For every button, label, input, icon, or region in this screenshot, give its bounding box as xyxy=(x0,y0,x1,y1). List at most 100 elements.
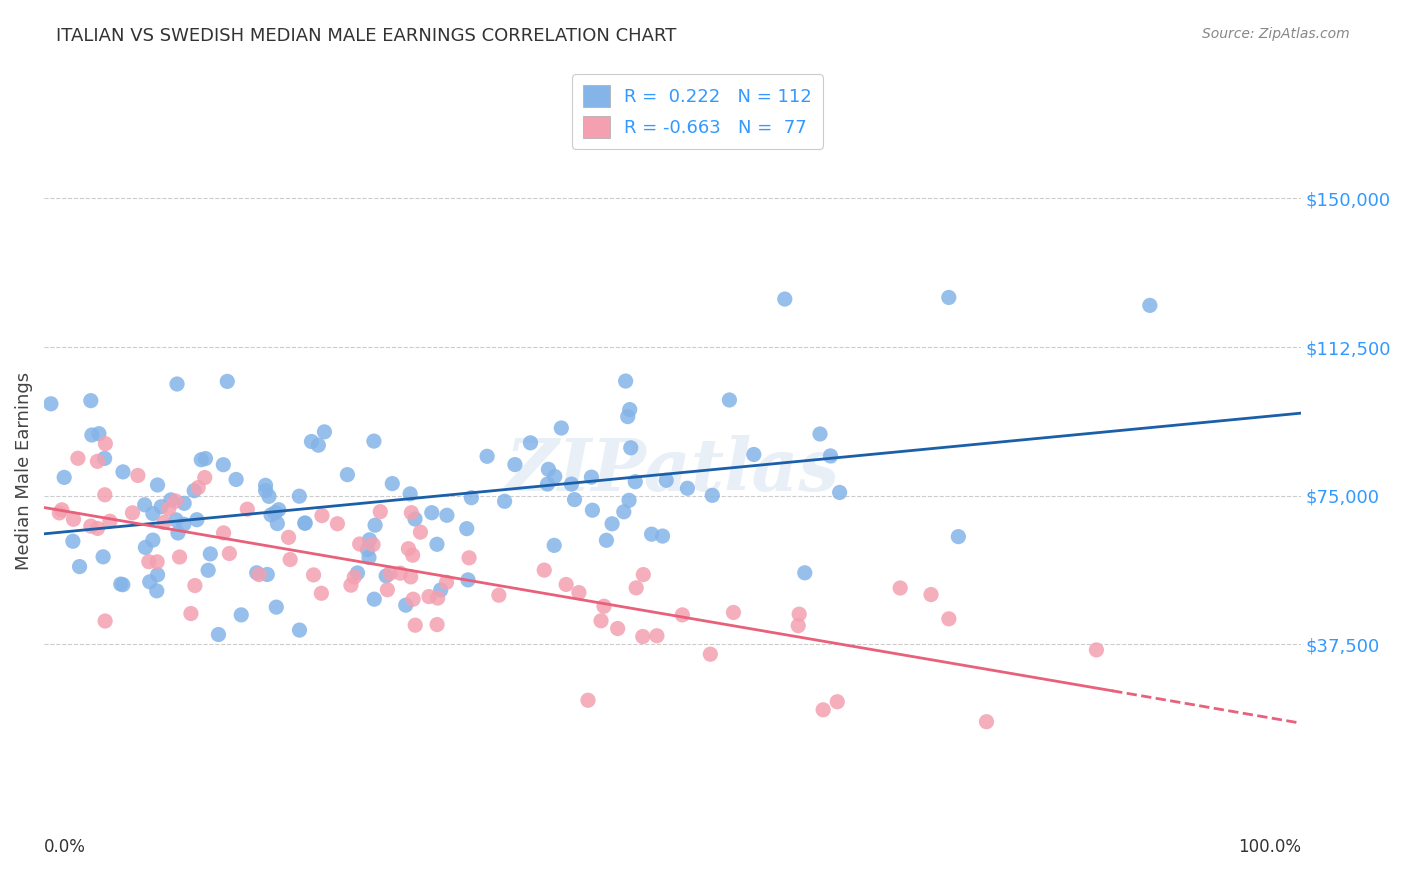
Text: ITALIAN VS SWEDISH MEDIAN MALE EARNINGS CORRELATION CHART: ITALIAN VS SWEDISH MEDIAN MALE EARNINGS … xyxy=(56,27,676,45)
Point xyxy=(200,547,222,561)
Point xyxy=(938,612,960,626)
Point xyxy=(399,570,422,584)
Point xyxy=(80,428,103,442)
Point xyxy=(619,402,641,417)
Point xyxy=(948,530,970,544)
Point xyxy=(134,498,156,512)
Point xyxy=(231,607,253,622)
Point xyxy=(402,592,425,607)
Point xyxy=(146,583,169,598)
Point xyxy=(363,592,385,607)
Point xyxy=(593,599,616,614)
Point xyxy=(699,647,721,661)
Point xyxy=(537,462,560,476)
Point xyxy=(426,591,449,605)
Point xyxy=(536,477,558,491)
Point xyxy=(86,521,108,535)
Point xyxy=(153,516,176,530)
Point xyxy=(190,452,212,467)
Point xyxy=(426,537,449,551)
Point xyxy=(53,470,76,484)
Point xyxy=(564,492,586,507)
Point xyxy=(111,577,134,591)
Legend: R =  0.222   N = 112, R = -0.663   N =  77: R = 0.222 N = 112, R = -0.663 N = 77 xyxy=(572,74,823,149)
Point xyxy=(94,436,117,450)
Point xyxy=(183,483,205,498)
Point xyxy=(94,488,117,502)
Point xyxy=(150,500,173,514)
Point xyxy=(314,425,336,439)
Point xyxy=(811,703,834,717)
Point xyxy=(920,588,942,602)
Point xyxy=(257,489,280,503)
Point xyxy=(589,614,612,628)
Point xyxy=(207,627,229,641)
Point xyxy=(606,622,628,636)
Point xyxy=(889,581,911,595)
Point xyxy=(613,505,636,519)
Point xyxy=(595,533,617,548)
Point xyxy=(436,508,458,523)
Point xyxy=(69,559,91,574)
Point xyxy=(186,513,208,527)
Point xyxy=(110,577,132,591)
Point xyxy=(311,508,333,523)
Point xyxy=(165,513,187,527)
Point xyxy=(409,525,432,540)
Point xyxy=(311,586,333,600)
Point xyxy=(488,588,510,602)
Point xyxy=(340,578,363,592)
Point xyxy=(519,435,541,450)
Point xyxy=(808,427,831,442)
Point xyxy=(301,434,323,449)
Point xyxy=(976,714,998,729)
Point xyxy=(217,375,239,389)
Point xyxy=(294,516,316,531)
Point xyxy=(401,506,423,520)
Point xyxy=(267,502,290,516)
Point xyxy=(742,448,765,462)
Point xyxy=(377,582,399,597)
Point xyxy=(617,493,640,508)
Point xyxy=(173,496,195,510)
Point xyxy=(938,290,960,304)
Text: 0.0%: 0.0% xyxy=(44,838,86,856)
Point xyxy=(212,525,235,540)
Point xyxy=(94,614,117,628)
Point xyxy=(581,503,603,517)
Point xyxy=(264,506,287,520)
Point xyxy=(197,563,219,577)
Point xyxy=(614,374,637,388)
Point xyxy=(165,494,187,508)
Point xyxy=(436,575,458,590)
Point xyxy=(702,488,724,502)
Point xyxy=(266,516,288,531)
Point xyxy=(378,566,401,581)
Point xyxy=(277,530,299,544)
Point xyxy=(160,492,183,507)
Point xyxy=(278,552,301,566)
Point xyxy=(91,549,114,564)
Point xyxy=(363,434,385,449)
Point xyxy=(39,397,62,411)
Point xyxy=(184,578,207,592)
Point xyxy=(494,494,516,508)
Point xyxy=(80,393,103,408)
Point xyxy=(80,519,103,533)
Point xyxy=(302,568,325,582)
Point xyxy=(127,468,149,483)
Point xyxy=(146,567,169,582)
Point xyxy=(624,581,647,595)
Point xyxy=(142,533,165,548)
Point xyxy=(624,475,647,489)
Point xyxy=(475,450,498,464)
Point xyxy=(356,542,378,557)
Point xyxy=(723,606,745,620)
Point xyxy=(651,529,673,543)
Point xyxy=(404,618,426,632)
Point xyxy=(254,478,277,492)
Point xyxy=(787,607,810,622)
Point xyxy=(266,600,288,615)
Point xyxy=(620,441,643,455)
Point xyxy=(364,518,387,533)
